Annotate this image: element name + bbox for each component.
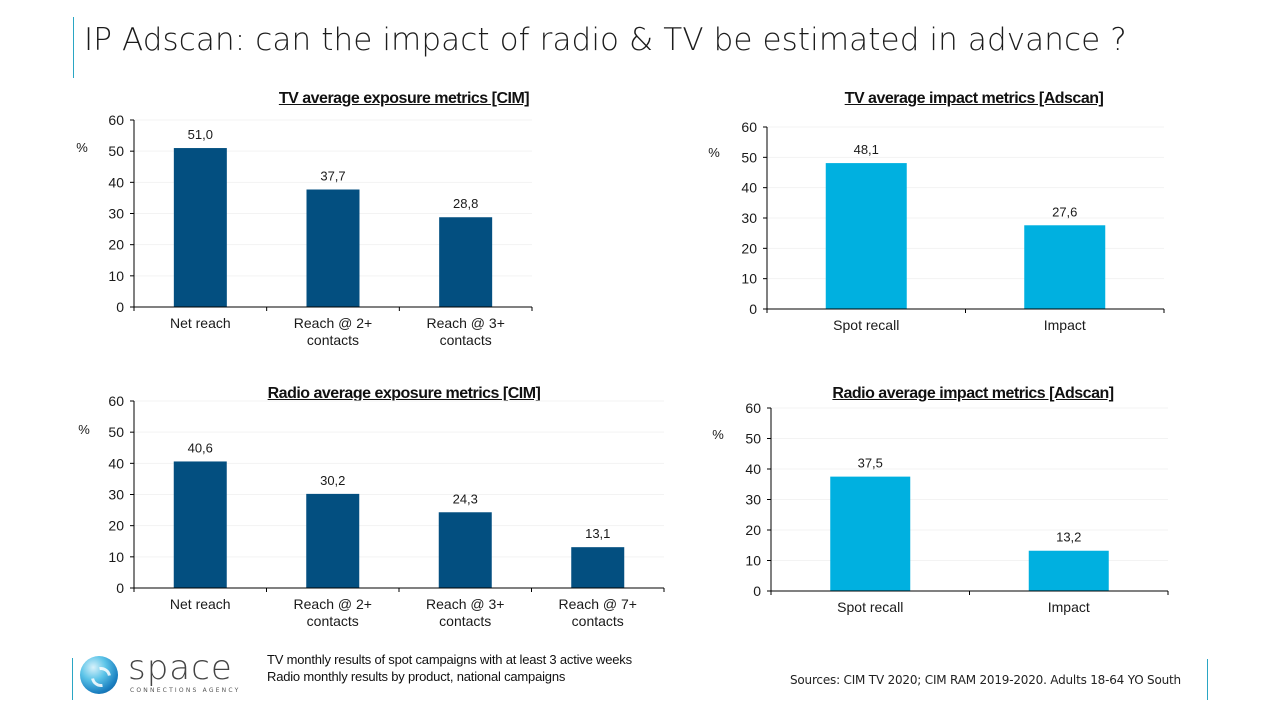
bar-2 xyxy=(438,512,492,588)
y-tick-label: 0 xyxy=(116,580,124,596)
data-label-2: 24,3 xyxy=(453,491,478,506)
y-axis-unit-label: % xyxy=(76,140,88,155)
y-axis-unit-label: % xyxy=(712,427,724,442)
y-tick-label: 20 xyxy=(108,237,124,253)
bar-0 xyxy=(173,148,227,307)
category-label-1: Impact xyxy=(1048,599,1090,615)
category-label-1: contacts xyxy=(307,613,359,629)
data-label-0: 37,5 xyxy=(858,456,883,471)
y-tick-label: 60 xyxy=(741,119,757,135)
bar-0 xyxy=(825,163,907,309)
category-label-1: contacts xyxy=(307,332,359,348)
y-tick-label: 10 xyxy=(741,271,757,287)
y-tick-label: 20 xyxy=(741,240,757,256)
y-axis-unit-label: % xyxy=(78,422,90,437)
chart-title-tv-impact: TV average impact metrics [Adscan] xyxy=(844,90,1104,107)
y-tick-label: 30 xyxy=(745,492,761,508)
chart-title-tv-exposure: TV average exposure metrics [CIM] xyxy=(278,90,530,107)
bar-2 xyxy=(439,217,493,307)
category-label-0: Net reach xyxy=(170,315,231,331)
category-label-1: Reach @ 2+ xyxy=(294,315,372,331)
footnote-line-tv: TV monthly results of spot campaigns wit… xyxy=(267,652,632,667)
bar-1 xyxy=(306,189,360,307)
data-label-1: 37,7 xyxy=(320,169,345,184)
chart-title-radio-impact: Radio average impact metrics [Adscan] xyxy=(832,385,1114,402)
category-label-2: contacts xyxy=(439,613,491,629)
space-logo: space CONNECTIONS AGENCY xyxy=(78,648,248,700)
data-label-0: 48,1 xyxy=(854,142,879,157)
y-tick-label: 30 xyxy=(108,487,124,503)
y-tick-label: 50 xyxy=(108,143,124,159)
footnote-line-radio: Radio monthly results by product, nation… xyxy=(267,669,566,684)
y-axis-unit-label: % xyxy=(708,145,720,160)
y-tick-label: 0 xyxy=(749,301,757,317)
chart-title-radio-exposure: Radio average exposure metrics [CIM] xyxy=(267,385,541,402)
bar-1 xyxy=(306,493,360,588)
data-label-2: 28,8 xyxy=(453,196,478,211)
bar-0 xyxy=(830,476,911,591)
y-tick-label: 60 xyxy=(108,112,124,128)
footer-accent-line-left xyxy=(72,658,73,700)
y-tick-label: 40 xyxy=(741,180,757,196)
logo-wordmark: space xyxy=(128,648,233,688)
category-label-0: Net reach xyxy=(170,596,231,612)
data-label-0: 40,6 xyxy=(188,440,213,455)
y-tick-label: 30 xyxy=(741,210,757,226)
footnote: TV monthly results of spot campaigns wit… xyxy=(267,651,632,685)
y-tick-label: 50 xyxy=(745,431,761,447)
bar-0 xyxy=(173,461,227,588)
title-accent-line xyxy=(73,17,74,78)
category-label-2: Reach @ 3+ xyxy=(426,315,504,331)
y-tick-label: 50 xyxy=(741,149,757,165)
logo-tagline: CONNECTIONS AGENCY xyxy=(130,687,241,694)
data-label-0: 51,0 xyxy=(188,127,213,142)
y-tick-label: 10 xyxy=(745,553,761,569)
footer-accent-line-right xyxy=(1207,659,1208,700)
bar-1 xyxy=(1024,225,1106,309)
data-label-1: 27,6 xyxy=(1052,204,1077,219)
globe-swirl-icon xyxy=(80,656,118,694)
y-tick-label: 0 xyxy=(116,299,124,315)
category-label-0: Spot recall xyxy=(837,599,903,615)
page-title: IP Adscan: can the impact of radio & TV … xyxy=(84,22,1127,58)
y-tick-label: 10 xyxy=(108,549,124,565)
data-label-3: 13,1 xyxy=(585,526,610,541)
y-tick-label: 40 xyxy=(108,455,124,471)
y-tick-label: 30 xyxy=(108,206,124,222)
data-label-1: 30,2 xyxy=(320,473,345,488)
y-tick-label: 40 xyxy=(745,461,761,477)
y-tick-label: 60 xyxy=(745,400,761,416)
y-tick-label: 0 xyxy=(753,583,761,599)
y-tick-label: 10 xyxy=(108,268,124,284)
y-tick-label: 60 xyxy=(108,393,124,409)
y-tick-label: 40 xyxy=(108,174,124,190)
bar-3 xyxy=(571,547,625,588)
y-tick-label: 20 xyxy=(745,522,761,538)
bar-1 xyxy=(1028,550,1109,591)
y-tick-label: 20 xyxy=(108,518,124,534)
y-tick-label: 50 xyxy=(108,424,124,440)
category-label-1: Impact xyxy=(1044,317,1086,333)
category-label-2: contacts xyxy=(440,332,492,348)
data-label-1: 13,2 xyxy=(1056,530,1081,545)
category-label-3: contacts xyxy=(572,613,624,629)
sources-note: Sources: CIM TV 2020; CIM RAM 2019-2020.… xyxy=(790,673,1181,687)
swirl-icon xyxy=(87,663,115,691)
category-label-0: Spot recall xyxy=(833,317,899,333)
category-label-3: Reach @ 7+ xyxy=(559,596,637,612)
category-label-1: Reach @ 2+ xyxy=(294,596,372,612)
category-label-2: Reach @ 3+ xyxy=(426,596,504,612)
